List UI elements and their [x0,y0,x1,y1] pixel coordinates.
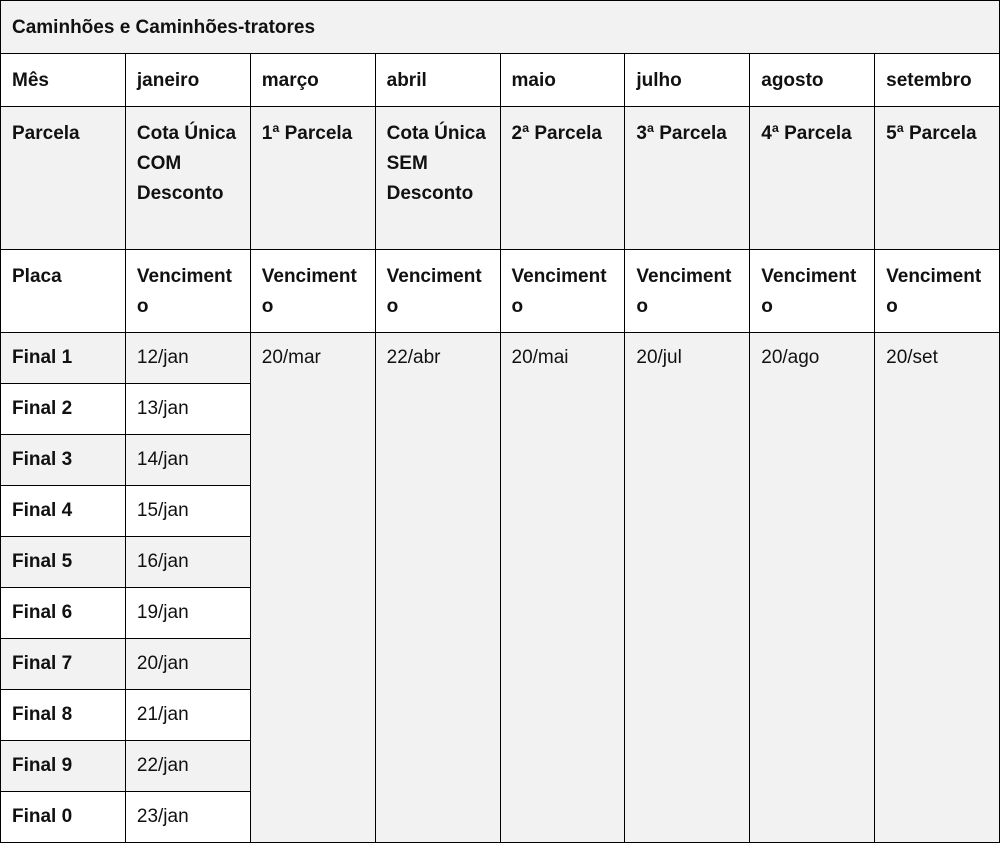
vencimento-header: Vencimento [124,249,251,333]
month-header: janeiro [124,53,251,107]
parcela-cell: 4ª Parcela [749,106,876,250]
due-date-janeiro: 16/jan [124,536,251,588]
placa-final: Final 6 [0,587,126,639]
parcela-cell: Cota Única COM Desconto [124,106,251,250]
due-date-janeiro: 19/jan [124,587,251,639]
placa-final: Final 9 [0,740,126,792]
due-date-janeiro: 22/jan [124,740,251,792]
vencimento-header: Vencimento [624,249,751,333]
placa-final: Final 3 [0,434,126,486]
due-date-shared: 20/mar [249,332,376,843]
table-title: Caminhões e Caminhões-tratores [0,0,1000,54]
month-header: março [249,53,376,107]
placa-label: Placa [0,249,126,333]
vencimento-header: Vencimento [374,249,501,333]
due-date-janeiro: 23/jan [124,791,251,843]
vencimento-header: Vencimento [499,249,626,333]
due-date-shared: 20/ago [749,332,876,843]
parcela-label: Parcela [0,106,126,250]
due-date-janeiro: 15/jan [124,485,251,537]
parcela-cell: 5ª Parcela [874,106,1000,250]
due-date-janeiro: 12/jan [124,332,251,384]
month-header: abril [374,53,501,107]
due-date-shared: 20/mai [499,332,626,843]
due-date-shared: 20/jul [624,332,751,843]
month-header: maio [499,53,626,107]
month-header: agosto [749,53,876,107]
table-row: Final 1 12/jan 20/mar 22/abr 20/mai 20/jul 20/… [0,332,1000,843]
due-date-janeiro: 13/jan [124,383,251,435]
placa-final: Final 5 [0,536,126,588]
placa-final: Final 1 [0,332,126,384]
placa-row: Placa Vencimento Vencimento Vencimento Venci… [0,249,1000,333]
due-date-janeiro: 20/jan [124,638,251,690]
parcela-cell: 3ª Parcela [624,106,751,250]
placa-final: Final 0 [0,791,126,843]
parcela-row: Parcela Cota Única COM Desconto 1ª Parcela… [0,106,1000,250]
due-date-shared: 20/set [874,332,1000,843]
placa-final: Final 8 [0,689,126,741]
header-row: Mês janeiro março abril maio julho agosto setem… [0,53,1000,107]
placa-final: Final 2 [0,383,126,435]
header-label: Mês [0,53,126,107]
month-header: setembro [874,53,1000,107]
vencimento-header: Vencimento [874,249,1000,333]
parcela-cell: 2ª Parcela [499,106,626,250]
due-date-janeiro: 14/jan [124,434,251,486]
due-date-janeiro: 21/jan [124,689,251,741]
due-date-shared: 22/abr [374,332,501,843]
parcela-cell: Cota Única SEM Desconto [374,106,501,250]
vencimento-header: Vencimento [749,249,876,333]
vencimento-header: Vencimento [249,249,376,333]
placa-final: Final 4 [0,485,126,537]
parcela-cell: 1ª Parcela [249,106,376,250]
month-header: julho [624,53,751,107]
placa-final: Final 7 [0,638,126,690]
